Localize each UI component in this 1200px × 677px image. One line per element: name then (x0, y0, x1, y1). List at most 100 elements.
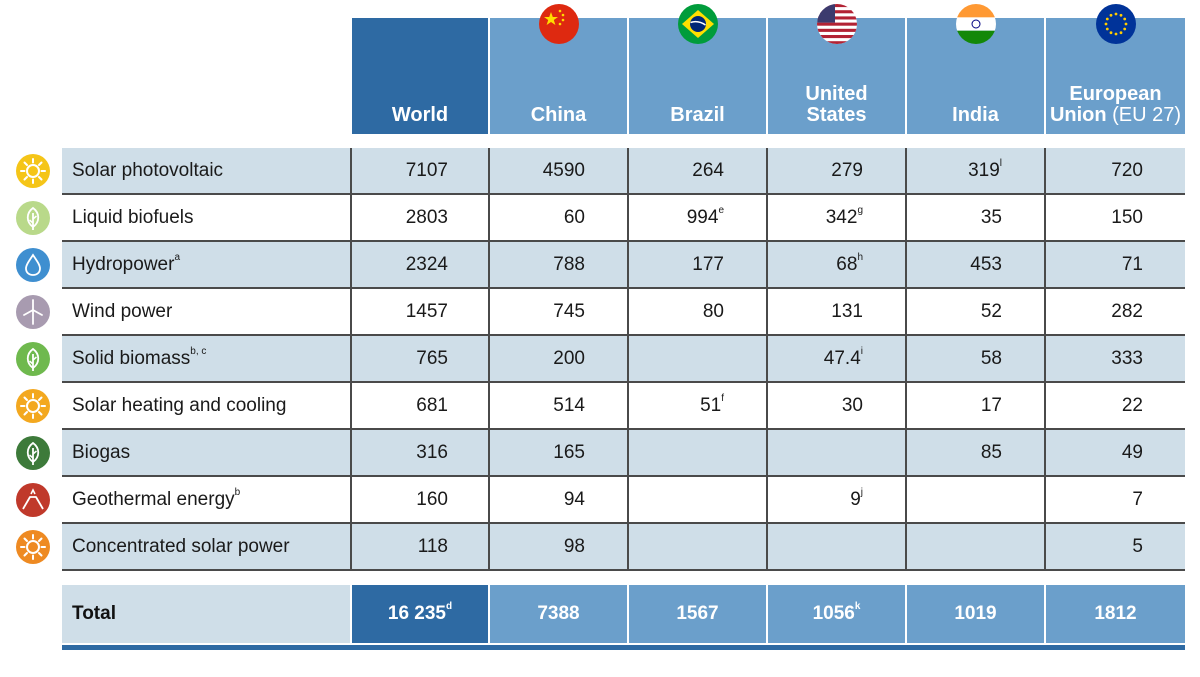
cell-india: 85 (905, 429, 1045, 477)
table-row: Liquid biofuels 2803 60 994e 342g 35 150 (16, 194, 1185, 242)
table-row: Hydropowera 2324 788 177 68h 453 71 (16, 241, 1185, 289)
cell-brazil: 264 (627, 148, 767, 195)
renewable-jobs-table: World China (16, 4, 1185, 643)
total-row: Total 16 235d 7388 1567 1056k 1019 1812 (62, 585, 1185, 643)
sun-icon (16, 153, 50, 188)
sun-icon (16, 388, 50, 423)
cell-eu: 720 (1044, 148, 1185, 195)
cell-india (905, 523, 1045, 571)
cell-world: 160 (350, 476, 489, 524)
cell-eu: 282 (1044, 288, 1185, 336)
energy-source-label: Solar photovoltaic (16, 148, 351, 195)
cell-eu: 49 (1044, 429, 1185, 477)
header-row: World China (62, 4, 1185, 134)
total-world: 16 235d (350, 585, 489, 643)
total-label: Total (62, 585, 351, 643)
water-drop-icon (16, 247, 50, 282)
cell-india: 17 (905, 382, 1045, 430)
leaf-icon (16, 341, 50, 376)
cell-brazil (627, 429, 767, 477)
cell-united-states (766, 429, 906, 477)
cell-brazil (627, 523, 767, 571)
cell-eu: 7 (1044, 476, 1185, 524)
india-flag-icon (955, 4, 996, 44)
total-china: 7388 (488, 585, 628, 643)
total-brazil: 1567 (627, 585, 767, 643)
column-header-eu: European Union (EU 27) (1044, 4, 1185, 134)
energy-source-label: Liquid biofuels (16, 194, 351, 242)
header-corner (62, 18, 351, 134)
cell-eu: 5 (1044, 523, 1185, 571)
cell-china: 60 (488, 194, 628, 242)
cell-china: 4590 (488, 148, 628, 195)
cell-world: 1457 (350, 288, 489, 336)
cell-brazil: 80 (627, 288, 767, 336)
cell-china: 165 (488, 429, 628, 477)
bottom-rule (62, 645, 1185, 650)
column-header-china: China (488, 4, 628, 134)
cell-united-states: 30 (766, 382, 906, 430)
sun-icon (16, 529, 50, 564)
leaf-icon (16, 435, 50, 470)
cell-united-states (766, 523, 906, 571)
table-row: Wind power 1457 745 80 131 52 282 (16, 288, 1185, 336)
cell-brazil: 51f (627, 382, 767, 430)
cell-china: 200 (488, 335, 628, 383)
volcano-icon (16, 482, 50, 517)
table-row: Geothermal energyb 160 94 9j 7 (16, 476, 1185, 524)
total-united-states: 1056k (766, 585, 906, 643)
cell-china: 514 (488, 382, 628, 430)
energy-source-label: Biogas (16, 429, 351, 477)
cell-brazil (627, 335, 767, 383)
energy-source-label: Wind power (16, 288, 351, 336)
cell-brazil (627, 476, 767, 524)
column-header-india: India (905, 4, 1045, 134)
energy-source-label: Solar heating and cooling (16, 382, 351, 430)
energy-source-label: Geothermal energyb (16, 476, 351, 524)
cell-india (905, 476, 1045, 524)
cell-united-states: 342g (766, 194, 906, 242)
cell-china: 745 (488, 288, 628, 336)
leaf-icon (16, 200, 50, 235)
eu-flag-icon (1095, 4, 1136, 44)
cell-world: 7107 (350, 148, 489, 195)
cell-eu: 333 (1044, 335, 1185, 383)
cell-united-states: 279 (766, 148, 906, 195)
total-india: 1019 (905, 585, 1045, 643)
cell-india: 52 (905, 288, 1045, 336)
cell-china: 98 (488, 523, 628, 571)
table-row: Concentrated solar power 118 98 5 (16, 523, 1185, 571)
cell-world: 681 (350, 382, 489, 430)
cell-india: 35 (905, 194, 1045, 242)
cell-united-states: 9j (766, 476, 906, 524)
energy-source-label: Concentrated solar power (16, 523, 351, 571)
cell-eu: 150 (1044, 194, 1185, 242)
column-header-united-states: United States (766, 4, 906, 134)
cell-brazil: 177 (627, 241, 767, 289)
cell-china: 94 (488, 476, 628, 524)
cell-china: 788 (488, 241, 628, 289)
column-header-world: World (350, 18, 489, 134)
cell-united-states: 47.4i (766, 335, 906, 383)
table-row: Solar photovoltaic 7107 4590 264 279 319l 720 (16, 148, 1185, 195)
cell-world: 316 (350, 429, 489, 477)
energy-source-label: Hydropowera (16, 241, 351, 289)
total-eu: 1812 (1044, 585, 1185, 643)
us-flag-icon (816, 4, 857, 44)
cell-united-states: 68h (766, 241, 906, 289)
cell-world: 2324 (350, 241, 489, 289)
cell-united-states: 131 (766, 288, 906, 336)
table-row: Biogas 316 165 85 49 (16, 429, 1185, 477)
brazil-flag-icon (677, 4, 718, 44)
cell-india: 453 (905, 241, 1045, 289)
cell-eu: 22 (1044, 382, 1185, 430)
energy-source-label: Solid biomassb, c (16, 335, 351, 383)
table-body: Solar photovoltaic 7107 4590 264 279 319l 720 L… (16, 148, 1185, 571)
cell-world: 118 (350, 523, 489, 571)
cell-world: 2803 (350, 194, 489, 242)
china-flag-icon (538, 4, 579, 44)
column-header-brazil: Brazil (627, 4, 767, 134)
cell-eu: 71 (1044, 241, 1185, 289)
wind-turbine-icon (16, 294, 50, 329)
cell-india: 319l (905, 148, 1045, 195)
